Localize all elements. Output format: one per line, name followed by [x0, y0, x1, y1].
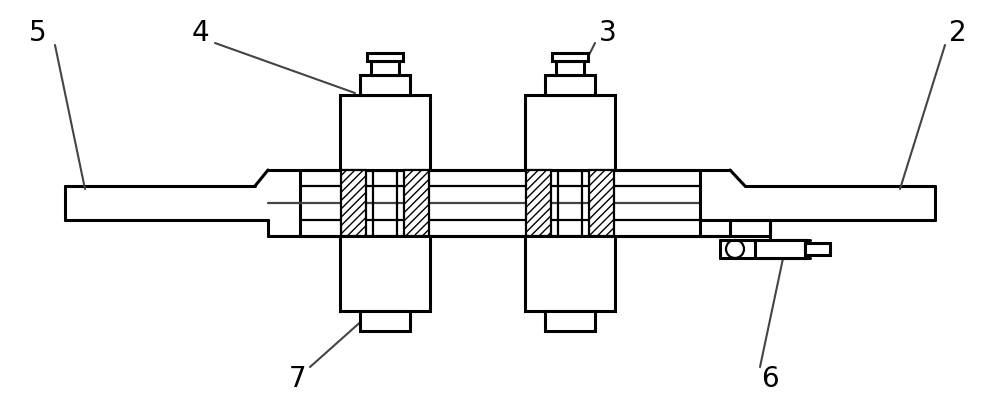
Bar [371, 61, 399, 75]
Bar [341, 170, 366, 236]
Bar [360, 75, 410, 95]
Text: 7: 7 [289, 365, 307, 393]
Bar [367, 53, 403, 61]
Bar [805, 243, 830, 255]
Bar [552, 53, 588, 61]
Bar [526, 170, 551, 236]
Bar [340, 236, 430, 311]
Bar [556, 61, 584, 75]
Bar [755, 240, 805, 258]
Text: 5: 5 [29, 19, 47, 47]
Text: 6: 6 [761, 365, 779, 393]
Bar [545, 311, 595, 331]
Text: 2: 2 [949, 19, 967, 47]
Bar [340, 95, 430, 170]
Bar [525, 236, 615, 311]
Bar [404, 170, 429, 236]
Bar [360, 311, 410, 331]
Bar [589, 170, 614, 236]
Bar [545, 75, 595, 95]
Text: 4: 4 [191, 19, 209, 47]
Text: 3: 3 [599, 19, 617, 47]
Bar [525, 95, 615, 170]
